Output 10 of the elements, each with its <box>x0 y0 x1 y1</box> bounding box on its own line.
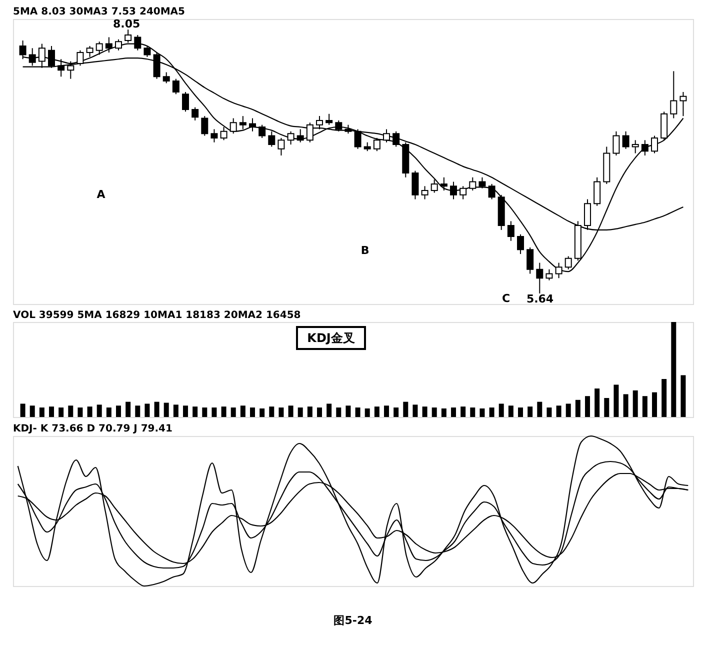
chart-title: 5MA 8.03 30MA3 7.53 240MA5 <box>13 6 186 18</box>
annotation: A <box>96 188 106 201</box>
chart-title: KDJ- K 73.66 D 70.79 J 79.41 <box>13 423 173 434</box>
chart-title: VOL 39599 5MA 16829 10MA1 18183 20MA2 16458 <box>13 310 301 321</box>
annotation: C <box>502 292 510 305</box>
annotation: KDJ金叉 <box>307 331 355 345</box>
annotation: 5.64 <box>526 292 554 306</box>
annotation: B <box>360 244 370 257</box>
annotation: 8.05 <box>113 18 140 31</box>
caption: 图5-24 <box>334 614 373 627</box>
